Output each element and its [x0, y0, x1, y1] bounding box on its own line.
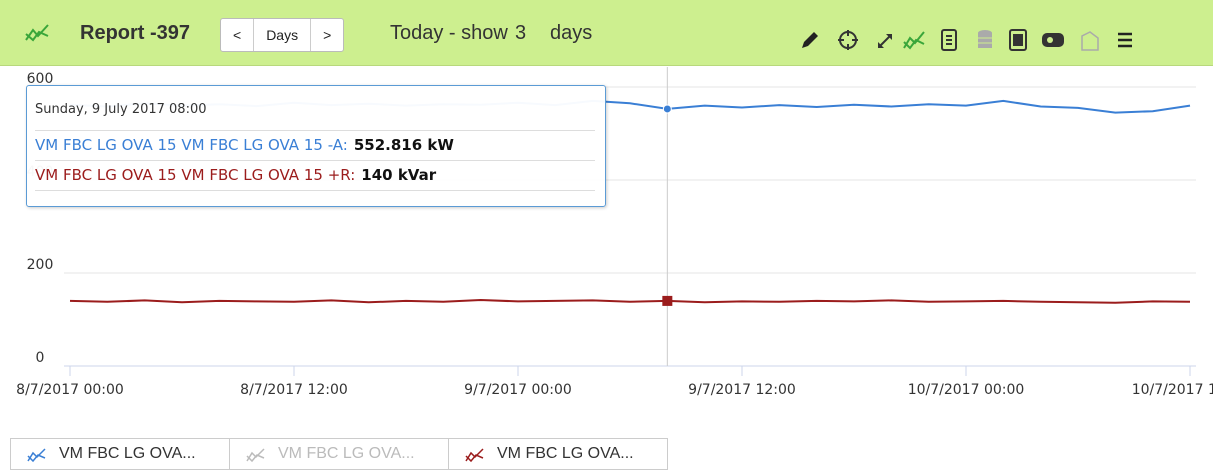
next-button[interactable]: >: [323, 27, 332, 43]
chart-icon[interactable]: [903, 31, 925, 50]
crosshair-icon[interactable]: [838, 30, 858, 50]
legend-label: VM FBC LG OVA...: [278, 445, 415, 462]
report-icon: [25, 24, 49, 42]
x-tick-label: 9/7/2017 12:00: [688, 382, 796, 398]
tooltip-label: VM FBC LG OVA 15 VM FBC LG OVA 15 -A:: [35, 136, 348, 154]
tooltip: Sunday, 9 July 2017 08:00 VM FBC LG OVA …: [26, 85, 606, 207]
y-tick-label: 600: [27, 71, 54, 87]
menu-icon[interactable]: [1118, 32, 1132, 48]
database-icon[interactable]: [978, 30, 992, 48]
expand-icon[interactable]: [878, 34, 892, 48]
legend-icon: [465, 448, 484, 463]
period-buttons: < Days >: [220, 18, 345, 52]
tooltip-value: 140 kVar: [361, 166, 437, 184]
y-tick-label: 0: [36, 350, 45, 366]
x-tick-label: 9/7/2017 00:00: [464, 382, 572, 398]
tooltip-label: VM FBC LG OVA 15 VM FBC LG OVA 15 +R:: [35, 166, 356, 184]
table-icon[interactable]: [1009, 29, 1027, 51]
tooltip-row: VM FBC LG OVA 15 VM FBC LG OVA 15 -A: 552…: [35, 130, 595, 160]
tooltip-value: 552.816 kW: [353, 136, 454, 154]
toolbar-icons: [802, 29, 1132, 51]
report-doc-icon[interactable]: [941, 29, 957, 51]
tooltip-date: Sunday, 9 July 2017 08:00: [35, 102, 207, 117]
x-tick-label: 8/7/2017 12:00: [240, 382, 348, 398]
edit-icon[interactable]: [802, 32, 818, 48]
prev-button[interactable]: <: [221, 19, 255, 51]
report-title: Report -397: [80, 22, 191, 44]
range-unit: days: [550, 22, 593, 44]
hand-icon[interactable]: [1081, 31, 1099, 51]
x-tick-label: 10/7/2017 12:00: [1132, 382, 1213, 398]
legend-icon: [246, 448, 265, 463]
range-text: Today - show: [390, 22, 508, 44]
legend-icon: [27, 448, 46, 463]
hover-marker: [662, 295, 673, 306]
x-tick-label: 8/7/2017 00:00: [16, 382, 124, 398]
series-line: [69, 298, 1191, 304]
legend-item[interactable]: VM FBC LG OVA...: [448, 438, 668, 470]
y-tick-label: 200: [27, 257, 54, 273]
legend-label: VM FBC LG OVA...: [59, 445, 196, 462]
x-tick-label: 10/7/2017 00:00: [908, 382, 1025, 398]
range-count[interactable]: 3: [515, 22, 527, 44]
legend-label: VM FBC LG OVA...: [497, 445, 634, 462]
toolbar: Report -397 < Days > Today - show 3 days: [0, 0, 1213, 66]
tooltip-row: VM FBC LG OVA 15 VM FBC LG OVA 15 +R: 140…: [35, 160, 595, 191]
legend-item[interactable]: VM FBC LG OVA...: [10, 438, 230, 470]
period-button[interactable]: Days: [254, 19, 312, 51]
legend-item[interactable]: VM FBC LG OVA...: [229, 438, 449, 470]
toggle-icon[interactable]: [1042, 33, 1064, 47]
hover-marker: [662, 104, 672, 114]
